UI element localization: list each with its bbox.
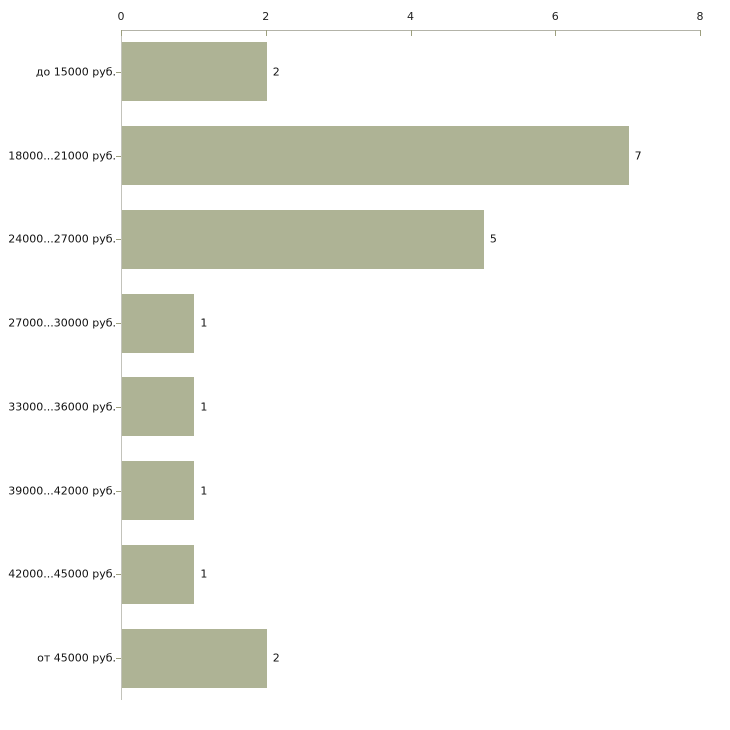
bar[interactable] [122, 293, 195, 353]
y-axis-tick [116, 406, 121, 408]
bar-value-label: 2 [272, 65, 280, 79]
bar-value-label: 1 [200, 567, 208, 581]
x-axis-tick [700, 30, 701, 36]
y-axis-line [121, 30, 122, 700]
y-axis-tick [116, 155, 121, 157]
bar[interactable] [122, 544, 195, 604]
category-label: от 45000 руб. [37, 651, 116, 665]
y-axis-tick [116, 323, 121, 325]
bar[interactable] [122, 126, 629, 186]
category-label: 27000...30000 руб. [8, 316, 116, 330]
x-axis-tick [265, 30, 267, 36]
y-axis-tick [116, 239, 121, 241]
x-axis-tick [121, 30, 122, 36]
category-label: 33000...36000 руб. [8, 400, 116, 414]
bar[interactable] [122, 461, 195, 521]
y-axis-tick [116, 574, 121, 576]
x-axis-tick-label: 6 [551, 10, 559, 23]
y-axis-tick [116, 490, 121, 492]
x-axis-tick-label: 2 [262, 10, 270, 23]
y-axis-tick [116, 658, 121, 660]
category-label: 24000...27000 руб. [8, 232, 116, 246]
bar-value-label: 1 [200, 484, 208, 498]
y-axis-tick [116, 71, 121, 73]
x-axis-tick-label: 4 [407, 10, 414, 23]
x-axis-tick [555, 30, 557, 36]
bar[interactable] [122, 377, 195, 437]
bar-value-label: 7 [634, 149, 642, 163]
bar-value-label: 1 [200, 316, 208, 330]
category-label: 39000...42000 руб. [8, 484, 116, 498]
bar[interactable] [122, 42, 267, 102]
bar-value-label: 1 [200, 400, 208, 414]
category-label: 42000...45000 руб. [8, 567, 116, 581]
x-axis-tick [410, 30, 412, 36]
bar-value-label: 5 [489, 232, 497, 246]
category-label: до 15000 руб. [35, 65, 116, 79]
bar[interactable] [122, 209, 484, 269]
x-axis-tick-label: 0 [117, 10, 125, 23]
bar-value-label: 2 [272, 651, 280, 665]
category-label: 18000...21000 руб. [8, 149, 116, 163]
bar[interactable] [122, 628, 267, 688]
x-axis-tick-label: 8 [696, 10, 704, 23]
